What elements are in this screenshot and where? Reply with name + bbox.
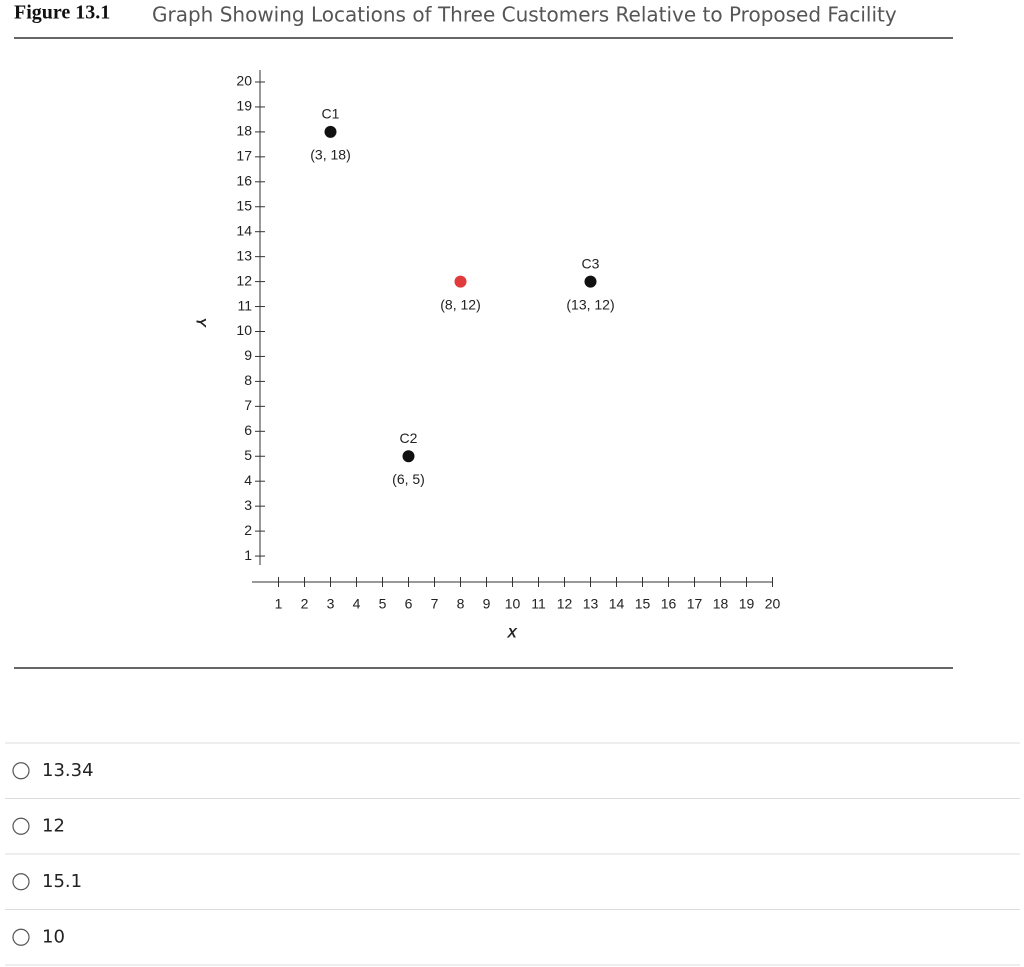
point-value-label: (6, 5) (392, 471, 425, 487)
x-tick-label: 7 (431, 596, 439, 612)
point (324, 125, 337, 138)
x-tick-label: 15 (635, 596, 651, 612)
point (454, 275, 467, 288)
x-tick-label: 10 (505, 596, 521, 612)
y-tick-label: 2 (244, 522, 252, 538)
x-tick-label: 1 (275, 596, 283, 612)
option-text[interactable]: 13.34 (42, 760, 94, 781)
x-axis-label: X (506, 625, 518, 641)
figure-title: Graph Showing Locations of Three Custome… (152, 3, 897, 27)
y-tick-label: 16 (236, 173, 252, 189)
y-tick-label: 12 (236, 272, 252, 288)
y-tick-label: 15 (236, 197, 252, 213)
y-tick-label: 9 (244, 347, 252, 363)
y-tick-label: 8 (244, 372, 252, 388)
point-value-label: (3, 18) (310, 147, 350, 163)
x-tick-label: 4 (353, 596, 361, 612)
x-tick-label: 8 (457, 596, 465, 612)
x-tick-label: 2 (301, 596, 309, 612)
y-tick-label: 19 (236, 98, 252, 114)
x-tick-label: 5 (379, 596, 387, 612)
point-label: C2 (400, 430, 418, 446)
point-label: C1 (322, 106, 340, 122)
radio-button[interactable] (12, 817, 30, 835)
y-tick-label: 17 (236, 148, 252, 164)
point-label: C3 (582, 255, 600, 271)
x-tick-label: 17 (687, 596, 703, 612)
x-tick-label: 16 (661, 596, 677, 612)
x-tick-label: 18 (713, 596, 729, 612)
radio-button[interactable] (12, 762, 30, 780)
radio-button[interactable] (12, 928, 30, 946)
option-text[interactable]: 15.1 (42, 871, 82, 892)
point (402, 450, 415, 463)
point (584, 275, 597, 288)
x-tick-label: 14 (609, 596, 625, 612)
point-value-label: (13, 12) (566, 296, 614, 312)
option-text[interactable]: 12 (42, 815, 65, 836)
x-tick-label: 3 (327, 596, 335, 612)
y-tick-label: 7 (244, 397, 252, 413)
x-tick-label: 20 (765, 596, 781, 612)
y-tick-label: 3 (244, 497, 252, 513)
y-tick-label: 13 (236, 247, 252, 263)
x-tick-label: 9 (483, 596, 491, 612)
point-value-label: (8, 12) (440, 296, 480, 312)
y-tick-label: 18 (236, 123, 252, 139)
radio-button[interactable] (12, 873, 30, 891)
y-tick-label: 5 (244, 447, 252, 463)
y-tick-label: 14 (236, 222, 252, 238)
y-axis-label: Y (193, 317, 209, 328)
y-tick-label: 6 (244, 422, 252, 438)
x-tick-label: 11 (531, 596, 546, 612)
figure-label: Figure 13.1 (14, 2, 110, 24)
y-tick-label: 10 (236, 322, 252, 338)
x-tick-label: 13 (583, 596, 599, 612)
y-tick-label: 4 (244, 472, 252, 488)
y-tick-label: 11 (237, 297, 252, 313)
x-tick-label: 6 (405, 596, 413, 612)
x-tick-label: 12 (557, 596, 573, 612)
x-tick-label: 19 (739, 596, 755, 612)
y-tick-label: 1 (244, 547, 252, 563)
y-tick-label: 20 (236, 73, 252, 89)
option-text[interactable]: 10 (42, 926, 65, 947)
